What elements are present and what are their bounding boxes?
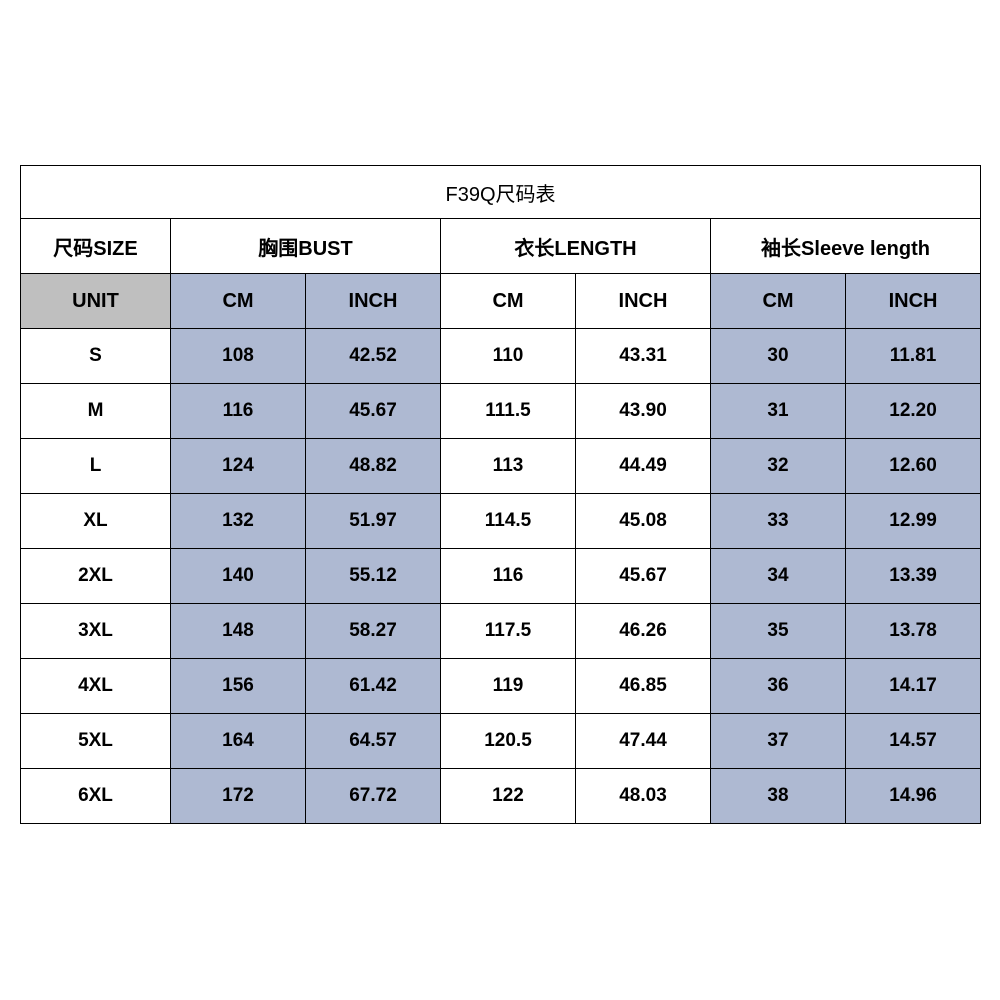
data-cell: 45.67 [306, 384, 441, 439]
data-cell: 46.26 [576, 604, 711, 659]
data-cell: 45.08 [576, 494, 711, 549]
data-cell: 45.67 [576, 549, 711, 604]
table-row: XL13251.97114.545.083312.99 [21, 494, 981, 549]
size-cell: 6XL [21, 769, 171, 824]
size-cell: M [21, 384, 171, 439]
header-bust: 胸围BUST [171, 219, 441, 274]
data-cell: 30 [711, 329, 846, 384]
size-cell: 4XL [21, 659, 171, 714]
table-unit-row: UNIT CM INCH CM INCH CM INCH [21, 274, 981, 329]
data-cell: 122 [441, 769, 576, 824]
data-cell: 13.78 [846, 604, 981, 659]
data-cell: 114.5 [441, 494, 576, 549]
data-cell: 119 [441, 659, 576, 714]
table-row: S10842.5211043.313011.81 [21, 329, 981, 384]
data-cell: 48.03 [576, 769, 711, 824]
data-cell: 132 [171, 494, 306, 549]
data-cell: 67.72 [306, 769, 441, 824]
table-row: M11645.67111.543.903112.20 [21, 384, 981, 439]
data-cell: 34 [711, 549, 846, 604]
data-cell: 48.82 [306, 439, 441, 494]
table-title: F39Q尺码表 [21, 166, 981, 219]
data-cell: 116 [171, 384, 306, 439]
unit-cell: CM [441, 274, 576, 329]
data-cell: 12.60 [846, 439, 981, 494]
size-cell: 3XL [21, 604, 171, 659]
table-row: 3XL14858.27117.546.263513.78 [21, 604, 981, 659]
table-title-row: F39Q尺码表 [21, 166, 981, 219]
data-cell: 44.49 [576, 439, 711, 494]
data-cell: 38 [711, 769, 846, 824]
data-cell: 172 [171, 769, 306, 824]
data-cell: 64.57 [306, 714, 441, 769]
data-cell: 120.5 [441, 714, 576, 769]
data-cell: 47.44 [576, 714, 711, 769]
data-cell: 11.81 [846, 329, 981, 384]
data-cell: 113 [441, 439, 576, 494]
data-cell: 108 [171, 329, 306, 384]
size-cell: S [21, 329, 171, 384]
data-cell: 156 [171, 659, 306, 714]
data-cell: 43.31 [576, 329, 711, 384]
data-cell: 12.20 [846, 384, 981, 439]
unit-cell: CM [171, 274, 306, 329]
size-cell: XL [21, 494, 171, 549]
data-cell: 14.96 [846, 769, 981, 824]
table-row: 6XL17267.7212248.033814.96 [21, 769, 981, 824]
data-cell: 61.42 [306, 659, 441, 714]
header-length: 衣长LENGTH [441, 219, 711, 274]
unit-cell: INCH [306, 274, 441, 329]
data-cell: 140 [171, 549, 306, 604]
data-cell: 124 [171, 439, 306, 494]
data-cell: 35 [711, 604, 846, 659]
data-cell: 12.99 [846, 494, 981, 549]
data-cell: 148 [171, 604, 306, 659]
data-cell: 164 [171, 714, 306, 769]
table-row: 5XL16464.57120.547.443714.57 [21, 714, 981, 769]
data-cell: 42.52 [306, 329, 441, 384]
table-category-row: 尺码SIZE 胸围BUST 衣长LENGTH 袖长Sleeve length [21, 219, 981, 274]
data-cell: 55.12 [306, 549, 441, 604]
data-cell: 43.90 [576, 384, 711, 439]
data-cell: 32 [711, 439, 846, 494]
unit-cell: INCH [576, 274, 711, 329]
data-cell: 14.17 [846, 659, 981, 714]
unit-cell: CM [711, 274, 846, 329]
data-cell: 51.97 [306, 494, 441, 549]
table-row: 4XL15661.4211946.853614.17 [21, 659, 981, 714]
data-cell: 37 [711, 714, 846, 769]
data-cell: 13.39 [846, 549, 981, 604]
data-cell: 111.5 [441, 384, 576, 439]
table-row: L12448.8211344.493212.60 [21, 439, 981, 494]
data-cell: 33 [711, 494, 846, 549]
data-cell: 58.27 [306, 604, 441, 659]
data-cell: 110 [441, 329, 576, 384]
size-cell: 2XL [21, 549, 171, 604]
size-cell: 5XL [21, 714, 171, 769]
size-cell: L [21, 439, 171, 494]
unit-label: UNIT [21, 274, 171, 329]
header-size: 尺码SIZE [21, 219, 171, 274]
data-cell: 14.57 [846, 714, 981, 769]
data-cell: 46.85 [576, 659, 711, 714]
table-row: 2XL14055.1211645.673413.39 [21, 549, 981, 604]
header-sleeve: 袖长Sleeve length [711, 219, 981, 274]
data-cell: 116 [441, 549, 576, 604]
data-cell: 36 [711, 659, 846, 714]
size-chart-table: F39Q尺码表 尺码SIZE 胸围BUST 衣长LENGTH 袖长Sleeve … [20, 165, 981, 824]
data-cell: 117.5 [441, 604, 576, 659]
data-cell: 31 [711, 384, 846, 439]
unit-cell: INCH [846, 274, 981, 329]
